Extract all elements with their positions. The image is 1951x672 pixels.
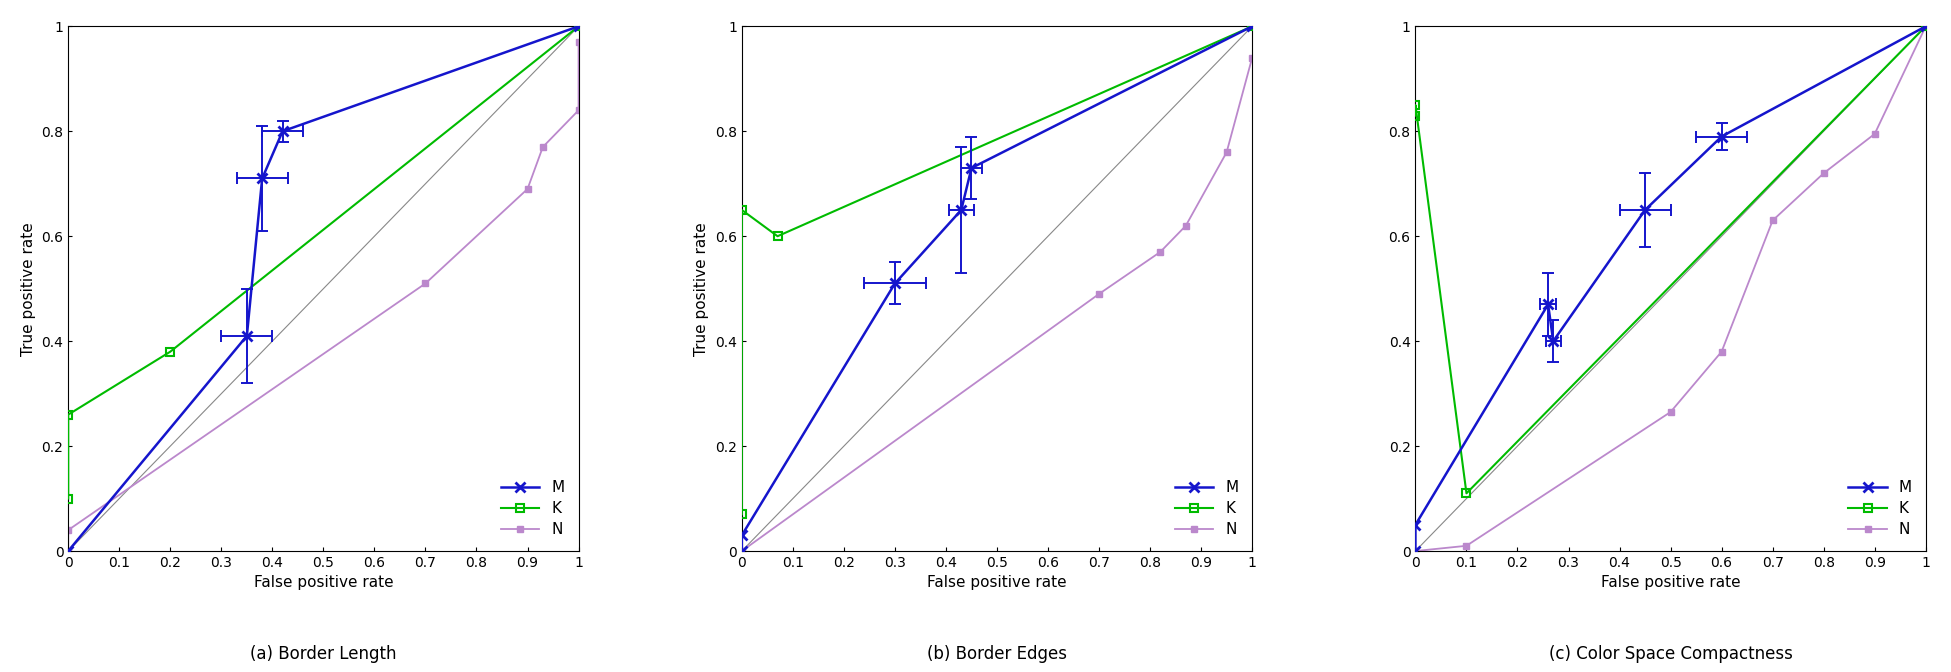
Text: (c) Color Space Compactness: (c) Color Space Compactness	[1549, 646, 1793, 663]
X-axis label: False positive rate: False positive rate	[254, 575, 394, 591]
Y-axis label: True positive rate: True positive rate	[695, 222, 710, 355]
Text: (b) Border Edges: (b) Border Edges	[927, 646, 1067, 663]
Legend: M, K, N: M, K, N	[496, 474, 572, 544]
Legend: M, K, N: M, K, N	[1169, 474, 1245, 544]
X-axis label: False positive rate: False positive rate	[927, 575, 1067, 591]
X-axis label: False positive rate: False positive rate	[1600, 575, 1740, 591]
Y-axis label: True positive rate: True positive rate	[21, 222, 35, 355]
Text: (a) Border Length: (a) Border Length	[250, 646, 396, 663]
Legend: M, K, N: M, K, N	[1842, 474, 1918, 544]
